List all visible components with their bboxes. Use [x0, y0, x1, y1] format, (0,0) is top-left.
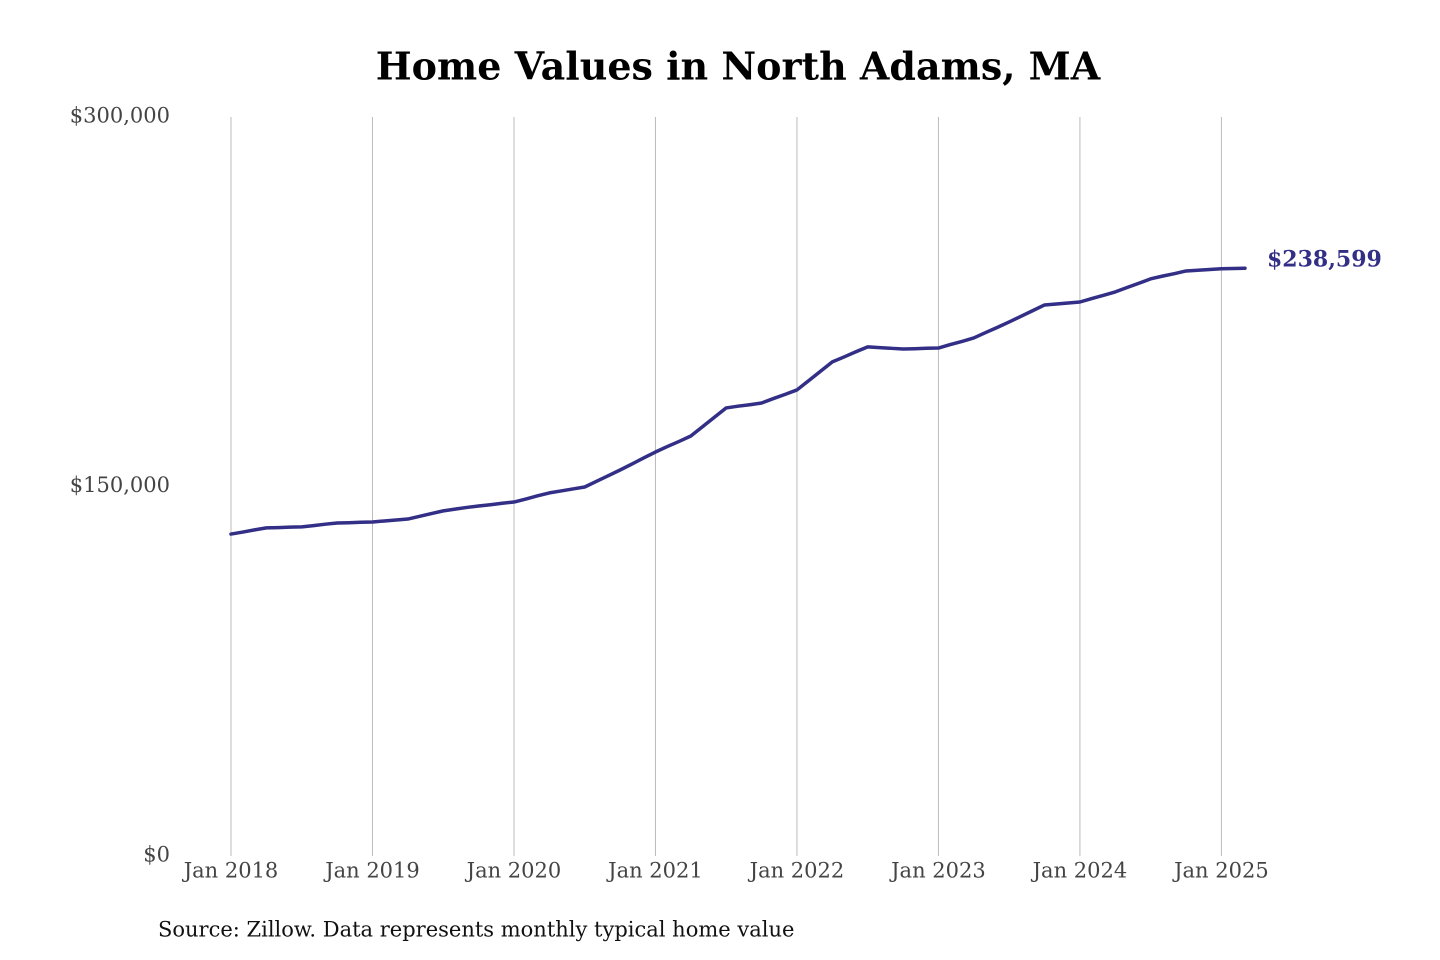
x-tick-label: Jan 2024 [1031, 859, 1128, 883]
chart-title: Home Values in North Adams, MA [376, 44, 1101, 89]
x-tick-label: Jan 2020 [465, 859, 562, 883]
source-note: Source: Zillow. Data represents monthly … [158, 918, 794, 942]
y-tick-label: $300,000 [70, 104, 170, 128]
x-tick-label: Jan 2018 [182, 859, 279, 883]
x-tick-label: Jan 2023 [889, 859, 986, 883]
data-line [229, 266, 1247, 536]
x-tick-label: Jan 2022 [748, 859, 845, 883]
end-value-label: $238,599 [1267, 246, 1382, 272]
x-tick-label: Jan 2025 [1172, 859, 1269, 883]
x-tick-label: Jan 2019 [323, 859, 420, 883]
x-tick-label: Jan 2021 [606, 859, 703, 883]
y-tick-label: $150,000 [70, 473, 170, 497]
y-tick-label: $0 [143, 843, 170, 867]
